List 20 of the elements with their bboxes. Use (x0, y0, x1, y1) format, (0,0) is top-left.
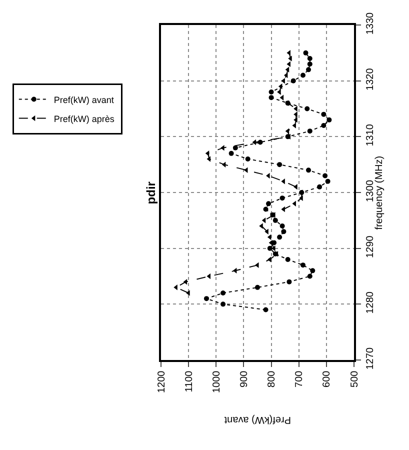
y-tick-label: 1310 (364, 124, 376, 146)
x-tick-label: 1200 (156, 370, 168, 393)
y-tick-label: 1320 (364, 68, 376, 90)
y-tick-label: 1280 (364, 291, 376, 314)
legend-label: Pref(kW) après (54, 114, 115, 124)
legend-label: Pref(kW) avant (54, 94, 114, 105)
x-tick-label: 500 (349, 370, 360, 388)
y-tick-label: 1290 (364, 235, 376, 258)
x-tick-label: 900 (238, 370, 250, 388)
x-tick-label: 600 (322, 370, 333, 388)
y-axis-title: frequency (MHz) (374, 156, 385, 230)
text: pdir (144, 181, 158, 204)
x-tick-label: 1100 (184, 370, 195, 392)
y-tick-label: 1330 (364, 12, 376, 35)
x-tick-label: 1000 (211, 370, 222, 393)
y-tick-label: 1300 (364, 179, 376, 202)
x-axis-title: Pref(kW) avant (224, 414, 291, 425)
y-tick-label: 1270 (364, 346, 376, 370)
x-tick-label: 800 (266, 370, 278, 388)
x-tick-label: 700 (294, 370, 306, 388)
